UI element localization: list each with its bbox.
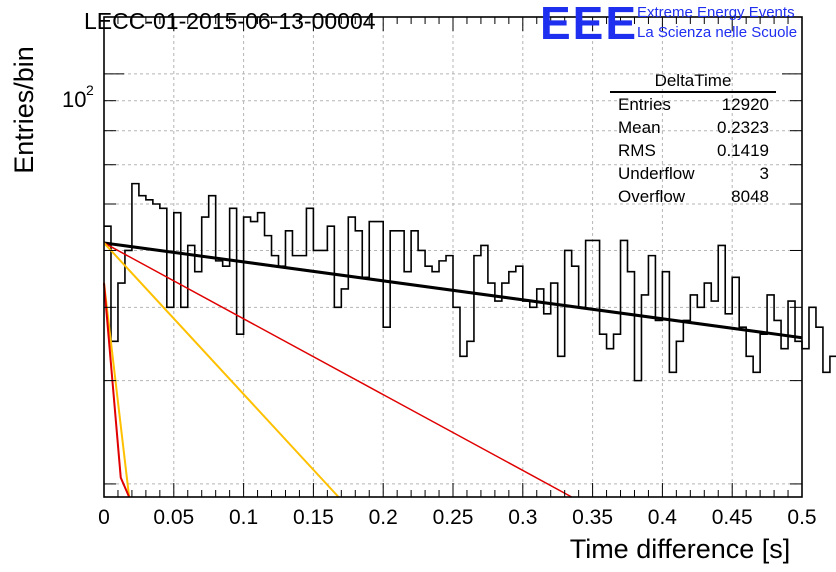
stats-row-label: RMS <box>618 141 656 160</box>
red-fit-fast <box>103 282 131 498</box>
x-tick-label: 0.5 <box>787 506 816 529</box>
x-tick-label: 0.3 <box>508 506 537 529</box>
histogram-outline <box>104 182 836 382</box>
eee-logo: EEE <box>540 0 639 49</box>
stats-row-value: 12920 <box>722 95 769 114</box>
grid-layer <box>104 17 802 497</box>
x-tick-label: 0.1 <box>229 506 258 529</box>
stats-row-value: 0.2323 <box>717 118 769 137</box>
x-tick-label: 0 <box>98 506 110 529</box>
x-tick-label: 0.45 <box>712 506 753 529</box>
y-tick-label-base: 10 <box>62 87 86 112</box>
black-fit <box>103 241 803 340</box>
x-tick-label: 0.35 <box>572 506 613 529</box>
eee-tagline-2: La Scienza nelle Scuole <box>637 24 798 41</box>
stats-row-label: Overflow <box>618 187 686 206</box>
x-tick-label: 0.4 <box>648 506 678 529</box>
x-tick-label: 0.05 <box>153 506 194 529</box>
x-axis-title: Time difference [s] <box>570 534 791 564</box>
yellow-fit-medium <box>103 242 340 498</box>
run-title: LECC-01-2015-06-13-00004 <box>84 8 376 34</box>
red-fit-medium <box>103 242 573 498</box>
eee-tagline-1: Extreme Energy Events <box>637 4 795 21</box>
x-tick-label: 0.25 <box>433 506 474 529</box>
y-axis-title: Entries/bin <box>9 46 39 174</box>
stats-row-value: 0.1419 <box>717 141 769 160</box>
histogram-layer <box>104 182 836 382</box>
stats-rows: Entries 12920 Mean 0.2323 RMS 0.1419 Underflow… <box>618 95 769 206</box>
stats-box: DeltaTime Entries 12920 Mean 0.2323 RMS 0.141… <box>610 71 776 206</box>
stats-row-value: 3 <box>760 164 769 183</box>
stats-title: DeltaTime <box>655 71 732 90</box>
stats-row-label: Underflow <box>618 164 695 183</box>
y-tick-label-exponent: 2 <box>86 82 94 98</box>
stats-row-value: 8048 <box>731 187 769 206</box>
x-tick-label: 0.15 <box>293 506 334 529</box>
x-tick-label: 0.2 <box>369 506 398 529</box>
fit-layer <box>103 241 803 498</box>
axis-layer: 0 0.05 0.1 0.15 0.2 0.25 0.3 0.35 0.4 0.45 0.5 <box>98 16 817 529</box>
yellow-fit-fast <box>103 282 131 498</box>
stats-row-label: Entries <box>618 95 671 114</box>
stats-row-label: Mean <box>618 118 661 137</box>
